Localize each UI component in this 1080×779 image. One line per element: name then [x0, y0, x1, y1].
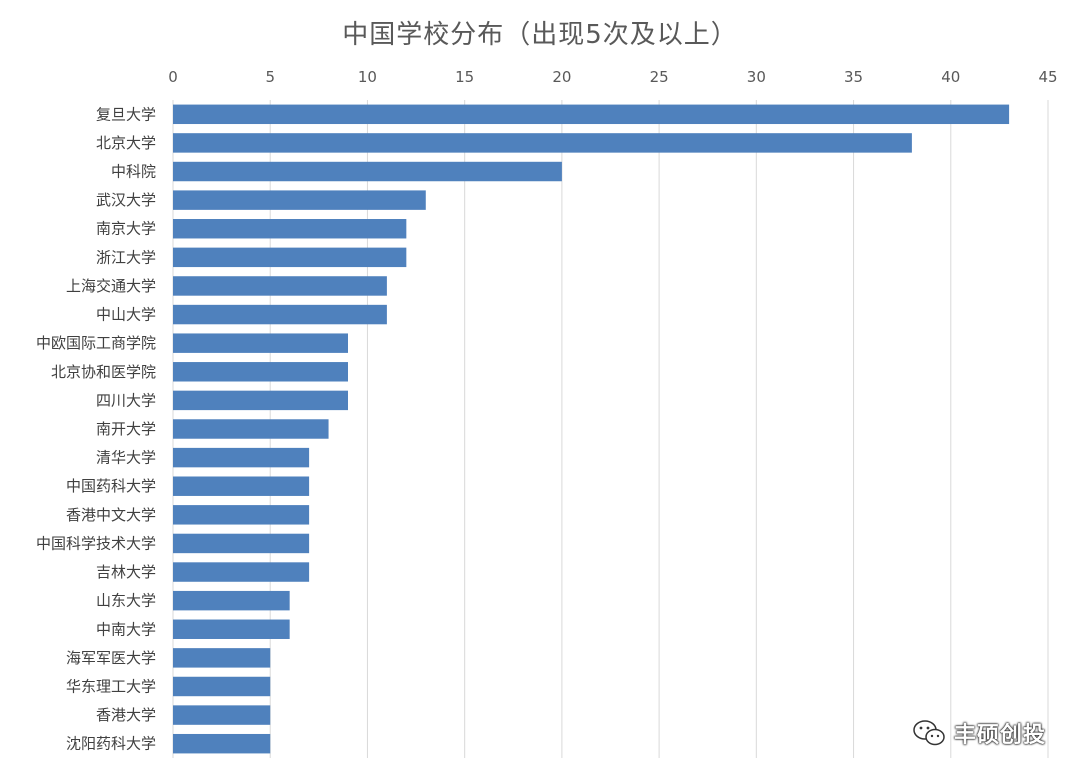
category-labels: 复旦大学北京大学中科院武汉大学南京大学浙江大学上海交通大学中山大学中欧国际工商学… — [36, 105, 156, 752]
category-label: 山东大学 — [96, 592, 156, 610]
category-label: 南京大学 — [96, 220, 156, 238]
x-tick-label: 40 — [941, 68, 960, 86]
x-tick-label: 20 — [552, 68, 571, 86]
category-label: 中山大学 — [96, 306, 156, 324]
category-label: 海军军医大学 — [66, 649, 156, 667]
category-label: 中国药科大学 — [66, 477, 156, 495]
category-label: 清华大学 — [96, 449, 156, 467]
bar — [173, 648, 271, 668]
watermark: 丰硕创投 — [912, 717, 1046, 749]
bar — [173, 533, 310, 554]
wechat-icon — [913, 720, 945, 746]
bar — [173, 562, 310, 582]
category-label: 沈阳药科大学 — [66, 735, 156, 753]
x-tick-label: 45 — [1038, 68, 1057, 86]
category-label: 南开大学 — [96, 420, 156, 438]
category-label: 浙江大学 — [96, 248, 156, 266]
x-tick-label: 0 — [168, 68, 178, 86]
category-label: 香港中文大学 — [66, 506, 156, 524]
category-label: 中国科学技术大学 — [36, 534, 156, 552]
category-label: 四川大学 — [96, 391, 156, 409]
bar — [173, 104, 1010, 125]
bar — [173, 505, 310, 525]
bar — [173, 247, 407, 268]
x-tick-label: 15 — [455, 68, 474, 86]
bar — [173, 276, 387, 296]
bar — [173, 676, 271, 697]
bar — [173, 447, 310, 468]
category-label: 中欧国际工商学院 — [36, 334, 156, 352]
bar — [173, 390, 348, 411]
bar — [173, 190, 426, 210]
bar — [173, 133, 912, 153]
category-label: 复旦大学 — [96, 105, 156, 123]
category-label: 上海交通大学 — [66, 277, 156, 295]
category-label: 中科院 — [111, 163, 156, 181]
x-tick-label: 5 — [265, 68, 275, 86]
chart-title: 中国学校分布（出现5次及以上） — [342, 20, 738, 50]
category-label: 香港大学 — [96, 706, 156, 724]
category-label: 北京大学 — [96, 134, 156, 152]
bar — [173, 705, 271, 725]
bar — [173, 161, 562, 182]
category-label: 中南大学 — [96, 620, 156, 638]
bar — [173, 304, 387, 325]
bar — [173, 619, 290, 639]
x-tick-label: 30 — [747, 68, 766, 86]
category-label: 北京协和医学院 — [51, 363, 156, 381]
bar — [173, 590, 290, 611]
x-tick-label: 35 — [844, 68, 863, 86]
x-tick-label: 25 — [650, 68, 669, 86]
bar — [173, 362, 348, 382]
x-axis-ticks: 0 5 10 15 20 25 30 35 40 45 — [168, 68, 1057, 86]
category-label: 武汉大学 — [96, 191, 156, 209]
bar — [173, 419, 329, 439]
category-label: 华东理工大学 — [66, 677, 156, 695]
bar — [173, 333, 348, 353]
bar — [173, 476, 310, 496]
bars — [173, 104, 1010, 754]
bar — [173, 733, 271, 754]
category-label: 吉林大学 — [96, 563, 156, 581]
bar — [173, 219, 407, 239]
x-tick-label: 10 — [358, 68, 377, 86]
watermark-text: 丰硕创投 — [953, 723, 1046, 748]
